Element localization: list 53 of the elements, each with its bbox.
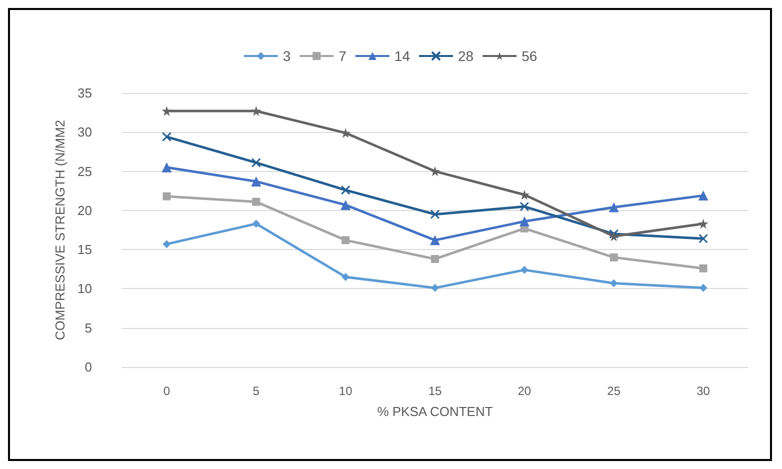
point bbox=[252, 220, 260, 228]
point bbox=[162, 162, 172, 172]
point bbox=[609, 229, 619, 239]
point bbox=[340, 185, 350, 195]
legend-label: 56 bbox=[522, 48, 538, 64]
point bbox=[610, 279, 618, 288]
legend-label: 28 bbox=[458, 48, 474, 64]
y-tick-label: 5 bbox=[84, 320, 92, 336]
point bbox=[342, 272, 350, 281]
point bbox=[698, 190, 708, 201]
y-tick-label: 15 bbox=[78, 242, 92, 258]
point bbox=[610, 253, 618, 262]
y-tick-label: 35 bbox=[78, 86, 92, 100]
x-tick-label: 30 bbox=[696, 384, 710, 398]
point bbox=[520, 202, 530, 212]
point bbox=[519, 216, 530, 226]
x-tick-label: 25 bbox=[607, 384, 621, 398]
point bbox=[431, 284, 439, 292]
point bbox=[520, 266, 528, 274]
legend-label: 3 bbox=[282, 48, 291, 64]
point bbox=[251, 158, 261, 168]
legend-label: 7 bbox=[338, 48, 347, 64]
point bbox=[431, 254, 439, 263]
y-tick-label: 30 bbox=[78, 124, 92, 140]
point bbox=[340, 200, 351, 210]
point bbox=[430, 210, 440, 220]
y-tick-label: 25 bbox=[78, 164, 92, 179]
point bbox=[162, 106, 172, 116]
point bbox=[698, 218, 708, 229]
point bbox=[252, 198, 260, 206]
x-tick-label: 20 bbox=[518, 384, 532, 398]
x-tick-label: 10 bbox=[338, 384, 353, 398]
point bbox=[699, 264, 708, 272]
point bbox=[608, 202, 619, 212]
point bbox=[698, 234, 708, 244]
y-axis-title: COMPRESSIVE STRENGTH (N/MM2 bbox=[52, 120, 68, 340]
point bbox=[162, 240, 171, 248]
point bbox=[430, 166, 440, 176]
point bbox=[342, 236, 350, 244]
point bbox=[251, 176, 262, 186]
point bbox=[162, 132, 172, 142]
y-tick-label: 20 bbox=[78, 202, 92, 218]
y-tick-label: 0 bbox=[84, 360, 92, 374]
x-tick-label: 5 bbox=[252, 384, 260, 398]
x-tick-label: 0 bbox=[163, 384, 170, 398]
x-tick-label: 15 bbox=[428, 384, 442, 398]
y-tick-label: 10 bbox=[78, 281, 92, 296]
legend-label: 14 bbox=[394, 48, 410, 64]
point bbox=[162, 192, 171, 200]
point bbox=[608, 231, 619, 242]
point bbox=[251, 106, 262, 116]
x-axis-title: % PKSA CONTENT bbox=[377, 404, 493, 419]
point bbox=[430, 235, 440, 246]
